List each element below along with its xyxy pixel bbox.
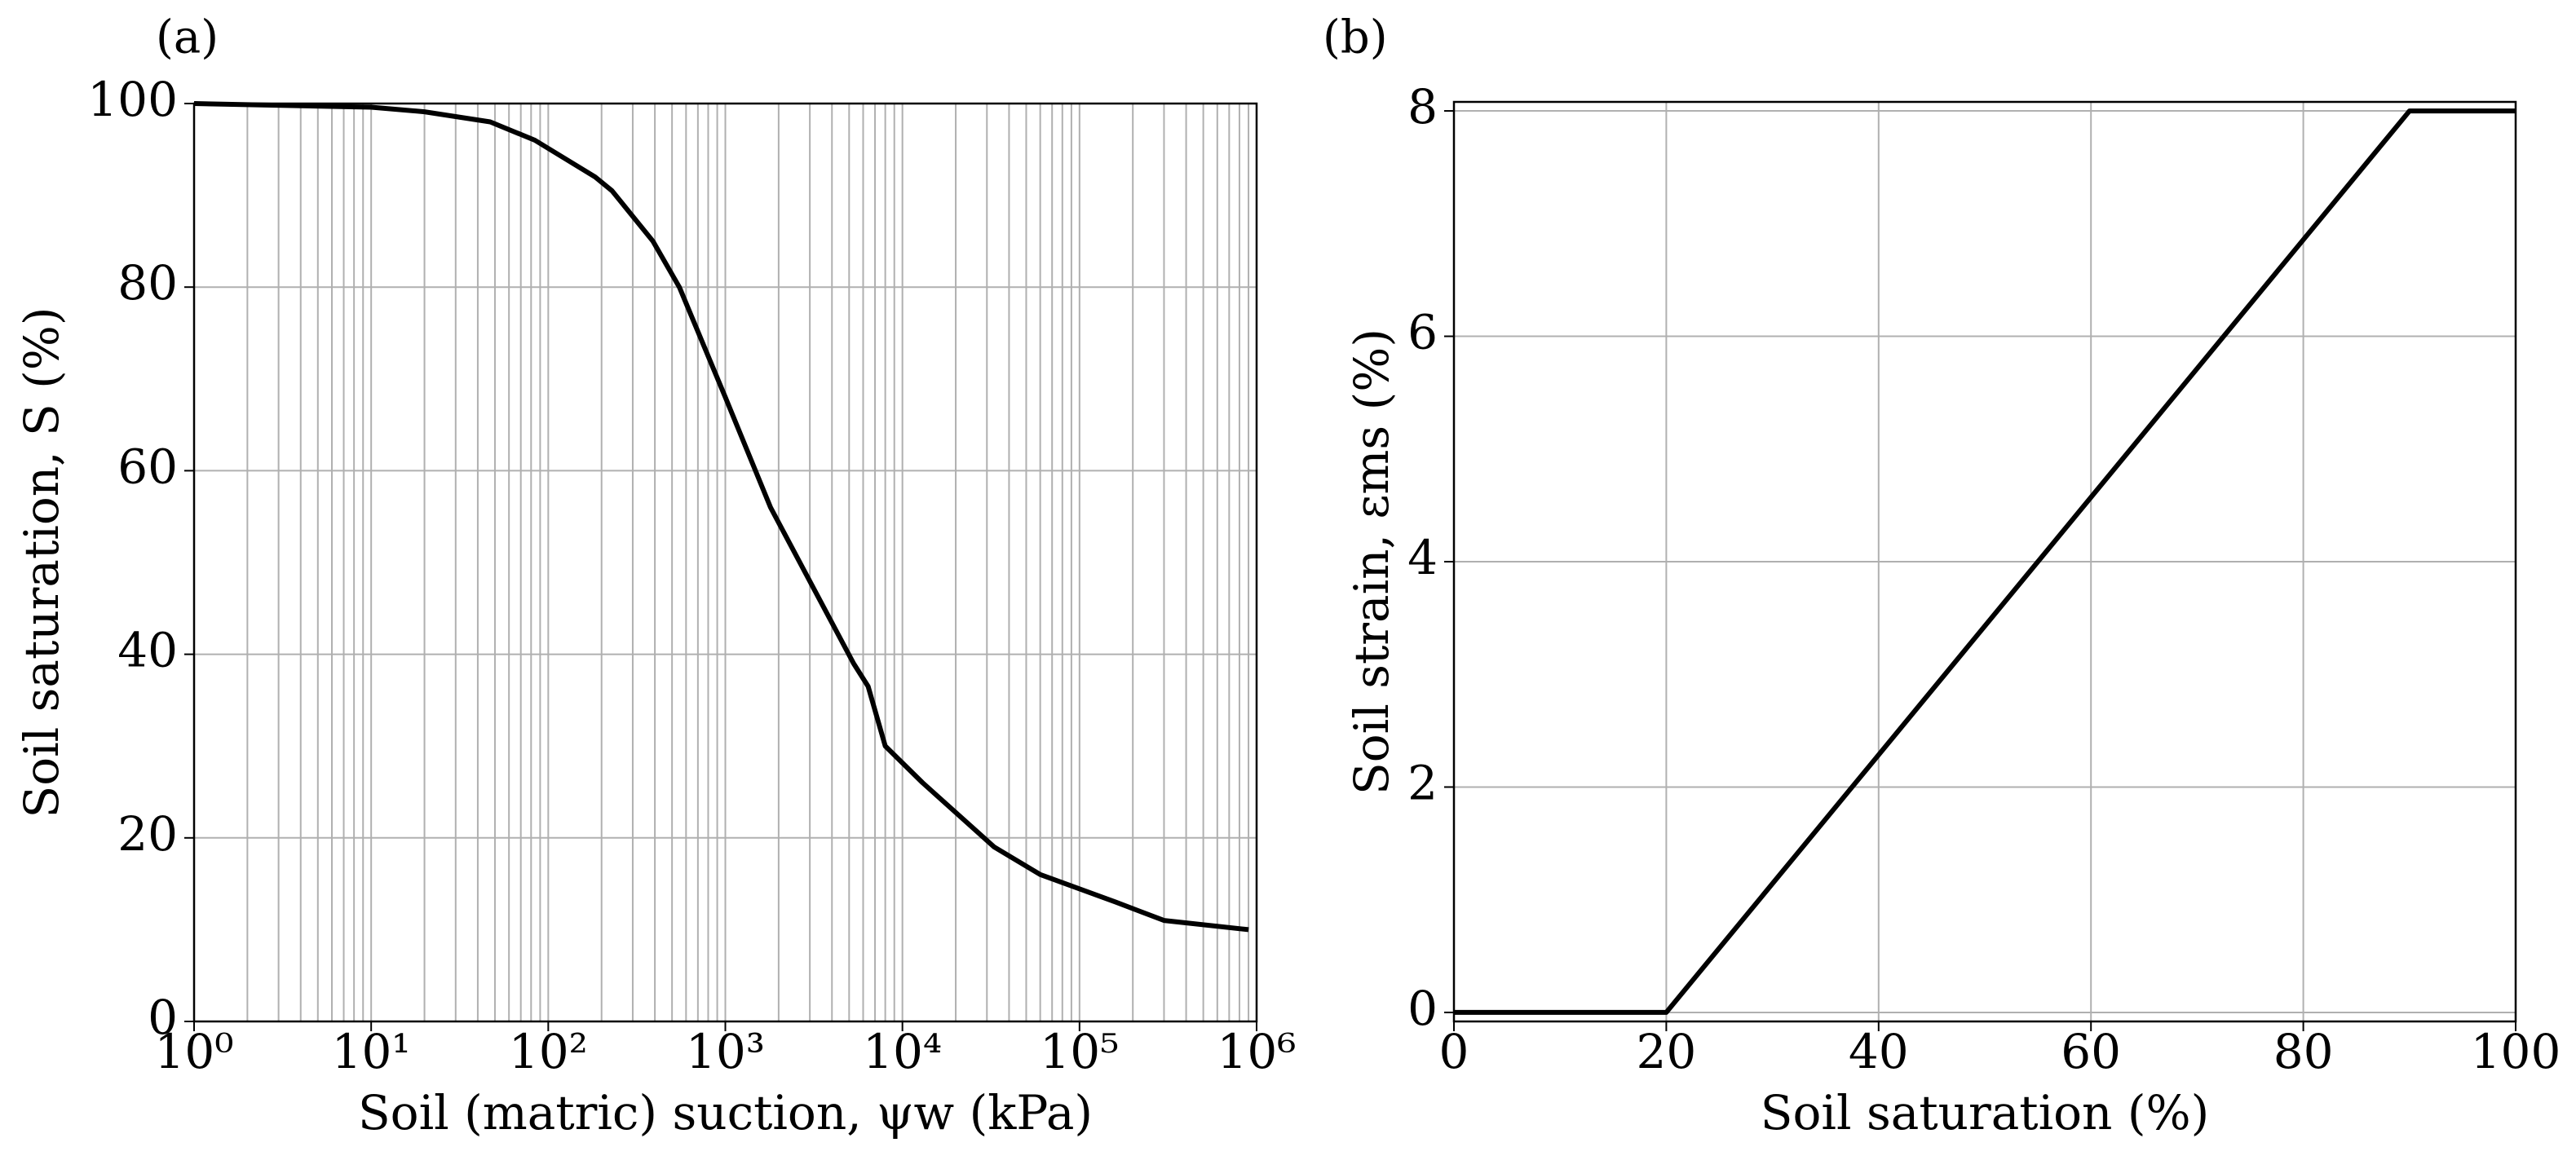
plot-frame [192,102,1258,1023]
data-line [193,101,1249,933]
y-tick-label: 60 [117,439,178,494]
x-tick-label: 10⁰ [154,1024,233,1079]
y-tick-label: 0 [1407,981,1438,1036]
y-tick-label: 0 [148,990,178,1045]
x-tick-label: 60 [2061,1024,2121,1079]
x-tick-label: 100 [2471,1024,2561,1079]
y-tick-label: 4 [1407,530,1438,585]
y-tick-label: 8 [1407,79,1438,135]
x-tick-label: 40 [1849,1024,1909,1079]
x-axis-label: Soil (matric) suction, ψw (kPa) [358,1085,1093,1140]
chart-title: (b) [1323,11,1388,64]
plot-frame [1452,100,2517,1023]
y-axis-label: Soil saturation, S (%) [14,307,69,818]
x-tick-label: 10⁴ [863,1024,942,1079]
y-tick-label: 20 [117,806,178,862]
x-tick-label: 10¹ [332,1024,411,1079]
y-tick-label: 2 [1407,755,1438,810]
y-tick-label: 100 [87,72,178,127]
y-tick-label: 40 [117,623,178,678]
y-tick-label: 6 [1407,305,1438,360]
y-axis-label: Soil strain, εms (%) [1344,329,1399,795]
x-tick-label: 10⁵ [1040,1024,1119,1079]
chart-title: (a) [156,11,219,64]
x-tick-label: 80 [2273,1024,2334,1079]
x-tick-label: 10² [509,1024,588,1079]
x-tick-label: 10³ [686,1024,765,1079]
y-tick-label: 80 [117,255,178,311]
x-tick-label: 0 [1439,1024,1469,1079]
x-axis-label: Soil saturation (%) [1761,1085,2209,1140]
data-line [1454,108,2516,1015]
x-tick-label: 10⁶ [1217,1024,1296,1079]
x-tick-label: 20 [1636,1024,1696,1079]
